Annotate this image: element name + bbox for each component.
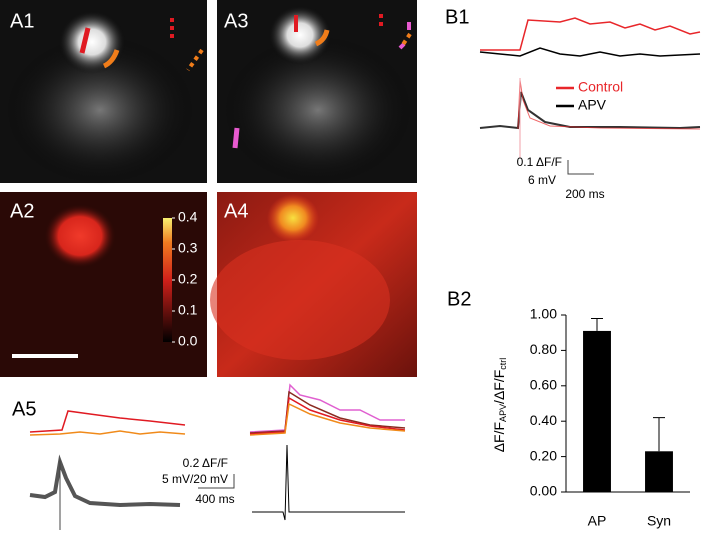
bar: [645, 451, 673, 492]
error-bar: [591, 318, 603, 331]
legend-label: APV: [578, 97, 607, 113]
colorbar-tick-label: 0.0: [178, 333, 198, 349]
y-label-part: APV: [498, 404, 508, 422]
error-bar-line: [653, 417, 665, 452]
scale-label: 200 ms: [565, 187, 604, 201]
image-a4: A4: [210, 192, 417, 377]
panel-label: A4: [224, 200, 248, 222]
y-tick-label: 0.40: [530, 412, 557, 428]
image-a3: A3: [217, 0, 417, 185]
traces-a5: A5 0.2 ΔF/F 5 mV/20 mV 400 ms: [12, 383, 406, 530]
scale-label: 5 mV/20 mV: [162, 472, 228, 486]
x-tick-label: Syn: [647, 513, 671, 529]
y-tick-label: 0.80: [530, 341, 557, 357]
panel-label: B1: [445, 6, 469, 28]
y-tick-label: 0.00: [530, 483, 557, 499]
panel-label: A5: [12, 398, 36, 420]
image-a2: A2: [0, 192, 207, 377]
colorbar-tick-label: 0.1: [178, 302, 198, 318]
y-label-part: /ΔF/F: [491, 370, 507, 404]
y-axis-label: ΔF/FAPV/ΔF/Fctrl: [491, 358, 509, 453]
error-bar: [653, 417, 665, 452]
colorbar-tick-label: 0.2: [178, 271, 198, 287]
traces-b1: B1 0.1 ΔF/F 6 mV 200 ms: [445, 6, 701, 201]
y-label-part: ctrl: [498, 358, 508, 370]
scale-label: 400 ms: [195, 492, 234, 506]
scale-label: 6 mV: [528, 173, 556, 187]
legend: Control APV: [556, 79, 623, 113]
y-tick-label: 0.60: [530, 377, 557, 393]
colorbar-tick-label: 0.4: [178, 209, 198, 225]
bar: [583, 330, 611, 492]
bar-chart: B2 ΔF/FAPV/ΔF/Fctrl 0.00 0.20 0.40 0.60 0.80…: [447, 288, 690, 529]
error-bar-line: [591, 318, 603, 331]
scale-label: 0.2 ΔF/F: [183, 456, 228, 470]
colorbar-tick-label: 0.3: [178, 240, 198, 256]
x-tick-label: AP: [588, 513, 607, 529]
panel-label: A1: [10, 10, 34, 32]
y-tick-label: 0.20: [530, 447, 557, 463]
panel-label: A3: [224, 10, 248, 32]
y-tick-label: 1.00: [530, 306, 557, 322]
y-label-part: ΔF/F: [491, 422, 507, 452]
legend-label: Control: [578, 79, 623, 95]
scale-label: 0.1 ΔF/F: [517, 155, 562, 169]
image-a1: A1: [0, 0, 207, 185]
panel-label: A2: [10, 200, 34, 222]
panel-label: B2: [447, 288, 471, 310]
